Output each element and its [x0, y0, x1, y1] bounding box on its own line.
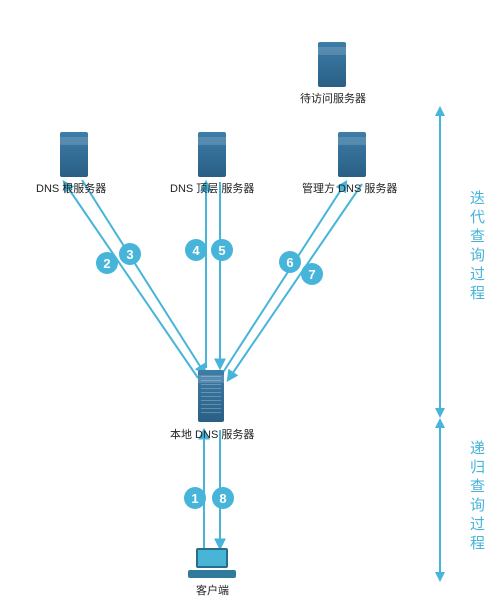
step-circle-4: 4: [185, 239, 207, 261]
label-target: 待访问服务器: [300, 90, 366, 106]
label-auth: 管理方 DNS 服务器: [302, 180, 397, 196]
label-root: DNS 根服务器: [36, 180, 106, 196]
server-target: [318, 42, 346, 87]
step-circle-1: 1: [184, 487, 206, 509]
server-tld: [198, 132, 226, 177]
server-auth: [338, 132, 366, 177]
edge-e2: [64, 182, 198, 378]
step-circle-2: 2: [96, 252, 118, 274]
edge-e7: [228, 184, 362, 380]
bracket-iterative-label: 迭代查询过程: [466, 190, 487, 304]
server-local: [198, 370, 224, 422]
label-tld: DNS 顶层 服务器: [170, 180, 254, 196]
label-client: 客户端: [196, 582, 229, 598]
edge-e6: [222, 182, 346, 374]
edge-e3: [82, 180, 205, 374]
diagram-lines: [0, 0, 500, 609]
server-root: [60, 132, 88, 177]
step-circle-5: 5: [211, 239, 233, 261]
bracket-recursive-label: 递归查询过程: [466, 440, 487, 554]
step-circle-8: 8: [212, 487, 234, 509]
step-circle-7: 7: [301, 263, 323, 285]
label-local: 本地 DNS 服务器: [170, 426, 254, 442]
step-circle-6: 6: [279, 251, 301, 273]
laptop-client: [188, 548, 236, 578]
step-circle-3: 3: [119, 243, 141, 265]
